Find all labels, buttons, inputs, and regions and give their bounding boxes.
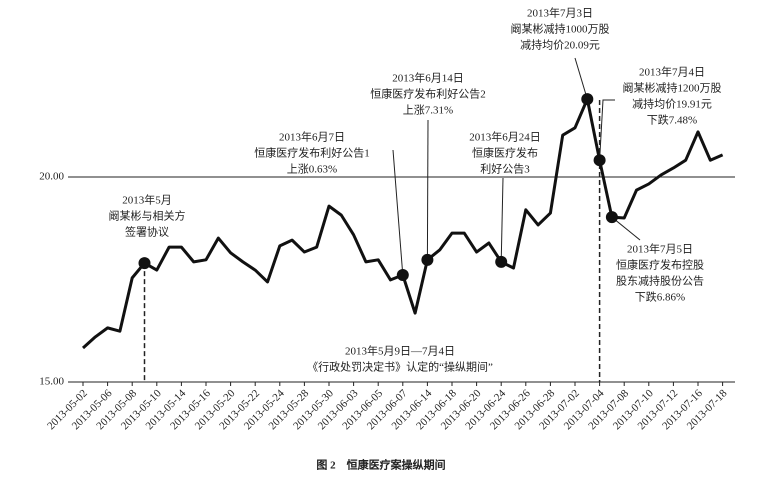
y-tick-label: 20.00 bbox=[39, 171, 64, 183]
leader-line bbox=[599, 99, 615, 161]
leader-line bbox=[574, 57, 588, 100]
annotation: 2013年5月9日—7月4日 bbox=[345, 344, 455, 358]
annotation: 恒康医疗发布 bbox=[472, 146, 538, 160]
leader-line bbox=[611, 216, 641, 241]
annotation: 恒康医疗发布利好公告2 bbox=[370, 87, 486, 101]
line bbox=[81, 97, 724, 350]
event-marker bbox=[421, 253, 434, 266]
annotation: 减持均价19.91元 bbox=[632, 97, 712, 111]
annotation: 阚某彬减持1000万股 bbox=[511, 22, 610, 36]
annotation: 减持均价20.09元 bbox=[520, 38, 600, 52]
annotation: 恒康医疗发布控股 bbox=[616, 258, 704, 272]
event-marker bbox=[605, 211, 618, 224]
annotation: 2013年5月 bbox=[122, 193, 172, 207]
annotation: 上涨7.31% bbox=[403, 104, 453, 117]
annotation: 阚某彬减持1200万股 bbox=[623, 81, 722, 95]
chart-title: 图 2 恒康医疗案操纵期间 bbox=[316, 458, 445, 472]
y-tick-label: 15.00 bbox=[39, 376, 64, 388]
leader-line bbox=[500, 177, 504, 262]
annotation: 上涨0.63% bbox=[287, 163, 337, 176]
annotation: 2013年6月24日 bbox=[469, 130, 541, 144]
event-marker bbox=[581, 93, 594, 106]
annotation: 下跌6.86% bbox=[635, 290, 685, 304]
annotation: 股东减持股份公告 bbox=[616, 274, 704, 288]
event-marker bbox=[138, 257, 151, 270]
event-marker bbox=[593, 154, 606, 167]
event-marker bbox=[495, 255, 508, 268]
annotation: 2013年6月7日 bbox=[279, 130, 345, 144]
annotation: 2013年7月5日 bbox=[627, 242, 693, 256]
event-marker bbox=[396, 268, 409, 281]
annotation: 《行政处罚决定书》认定的“操纵期间” bbox=[307, 360, 493, 374]
annotation: 阚某彬与相关方 bbox=[109, 209, 186, 223]
annotation: 2013年7月4日 bbox=[639, 65, 705, 79]
annotation: 2013年6月14日 bbox=[392, 71, 464, 85]
leader-line bbox=[392, 149, 404, 276]
annotation: 签署协议 bbox=[125, 225, 169, 239]
annotation: 下跌7.48% bbox=[647, 113, 697, 127]
leader-line bbox=[426, 119, 429, 260]
annotation: 恒康医疗发布利好公告1 bbox=[254, 146, 370, 160]
annotation: 2013年7月3日 bbox=[527, 6, 593, 20]
annotation: 利好公告3 bbox=[480, 162, 530, 176]
